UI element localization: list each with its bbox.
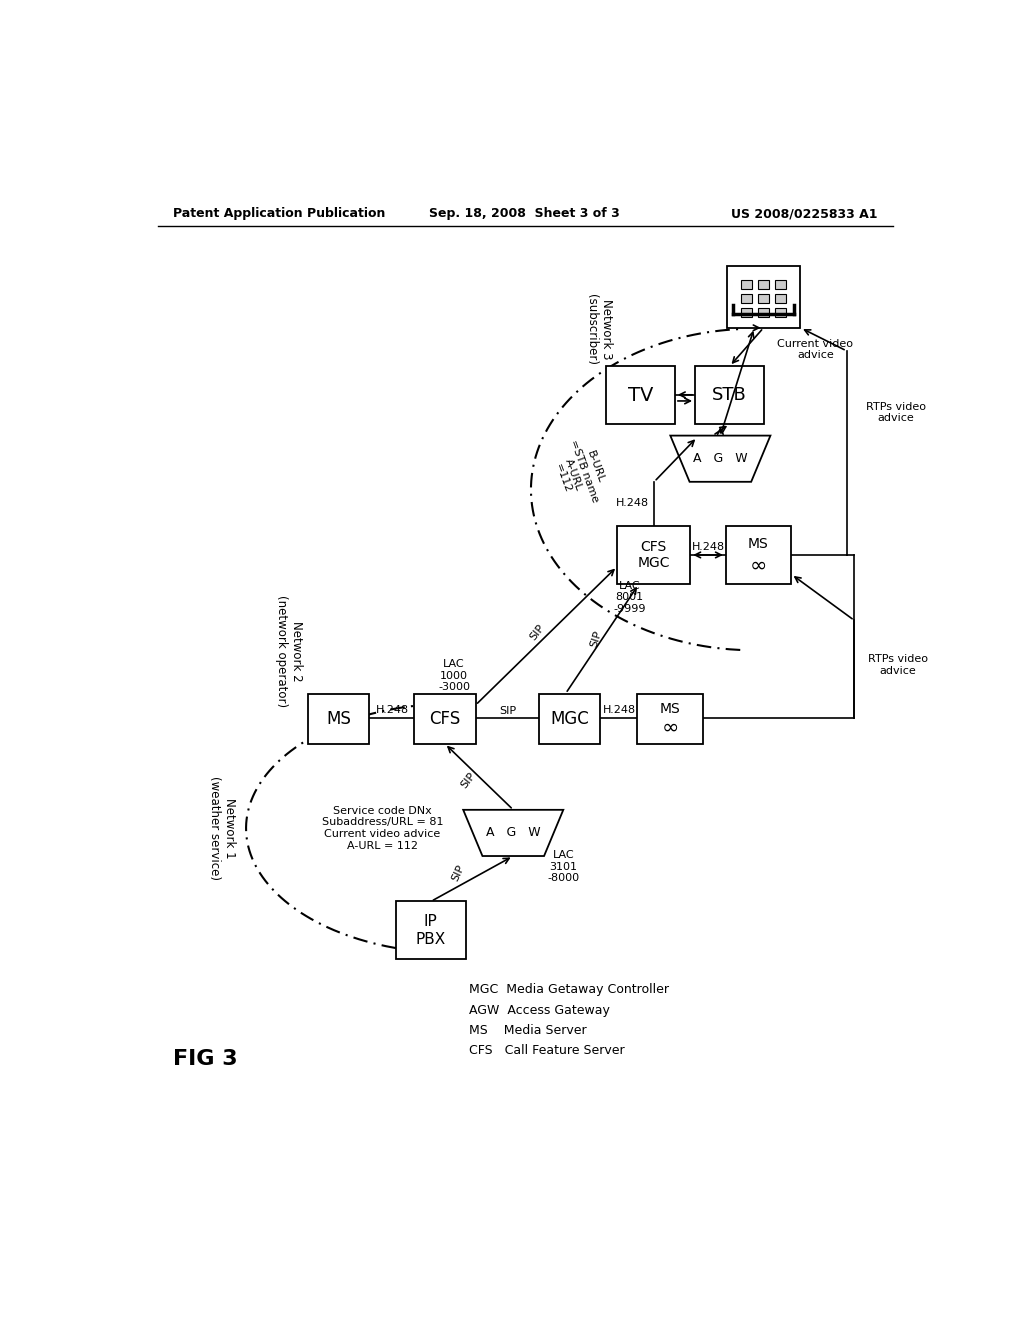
Text: SIP: SIP [459,771,477,791]
Text: LAC
8001
-9999: LAC 8001 -9999 [613,581,646,614]
Text: TV: TV [628,385,653,405]
Text: MS: MS [659,701,680,715]
Text: MS: MS [749,537,769,550]
Bar [695,367,764,424]
Text: CFS: CFS [429,710,461,727]
Text: H.248: H.248 [603,705,636,715]
Bar [741,280,752,289]
Text: ∞: ∞ [662,718,679,738]
Bar [775,280,785,289]
Text: IP
PBX: IP PBX [416,915,446,946]
Text: MGC  Media Getaway Controller: MGC Media Getaway Controller [469,983,670,997]
Bar [414,693,475,743]
Bar [775,308,785,317]
Text: STB: STB [713,387,746,404]
Text: Network 1
(weather service): Network 1 (weather service) [208,776,236,880]
Text: SIP: SIP [528,622,547,642]
Bar [741,294,752,304]
Text: Service code DNx
Subaddress/URL = 81
Current video advice
A-URL = 112: Service code DNx Subaddress/URL = 81 Cur… [322,807,443,850]
Bar [758,280,769,289]
Text: LAC
3101
-8000: LAC 3101 -8000 [547,850,580,883]
Text: H.248: H.248 [691,543,725,552]
Text: MGC: MGC [550,710,589,727]
Text: Current video
advice: Current video advice [777,338,853,360]
Bar [617,527,690,585]
Text: RTPs video
advice: RTPs video advice [866,401,926,424]
Text: FIG 3: FIG 3 [173,1049,238,1069]
Text: Patent Application Publication: Patent Application Publication [173,207,385,220]
Text: H.248: H.248 [615,499,649,508]
Bar [396,902,466,960]
Text: ∞: ∞ [750,556,767,576]
Bar [758,308,769,317]
Text: LAC
1000
-3000: LAC 1000 -3000 [438,659,470,693]
Bar [637,693,702,743]
Text: H.248: H.248 [376,705,409,715]
Text: AGW  Access Gateway: AGW Access Gateway [469,1003,610,1016]
Text: US 2008/0225833 A1: US 2008/0225833 A1 [731,207,878,220]
Text: CFS
MGC: CFS MGC [638,540,670,570]
Polygon shape [671,436,770,482]
Text: Network 2
(network operator): Network 2 (network operator) [275,595,303,708]
Polygon shape [463,810,563,855]
Bar [726,527,792,585]
Text: SIP: SIP [450,863,466,883]
Bar [741,308,752,317]
Bar [727,267,801,327]
Text: MS: MS [326,710,351,727]
Bar [605,367,675,424]
Bar [307,693,370,743]
Text: B-URL
=STB name
A-URL
=112: B-URL =STB name A-URL =112 [547,434,611,511]
Bar [758,294,769,304]
Text: Network 3
(subscriber): Network 3 (subscriber) [585,294,612,364]
Text: MS    Media Server: MS Media Server [469,1023,587,1036]
Text: A   G   W: A G W [486,826,541,840]
Bar [539,693,600,743]
Text: Sep. 18, 2008  Sheet 3 of 3: Sep. 18, 2008 Sheet 3 of 3 [429,207,621,220]
Text: SIP: SIP [500,706,516,717]
Text: RTPs video
advice: RTPs video advice [868,655,928,676]
Text: CFS   Call Feature Server: CFS Call Feature Server [469,1044,625,1056]
Text: SIP: SIP [589,630,604,648]
Bar [775,294,785,304]
Text: A   G   W: A G W [693,453,748,465]
